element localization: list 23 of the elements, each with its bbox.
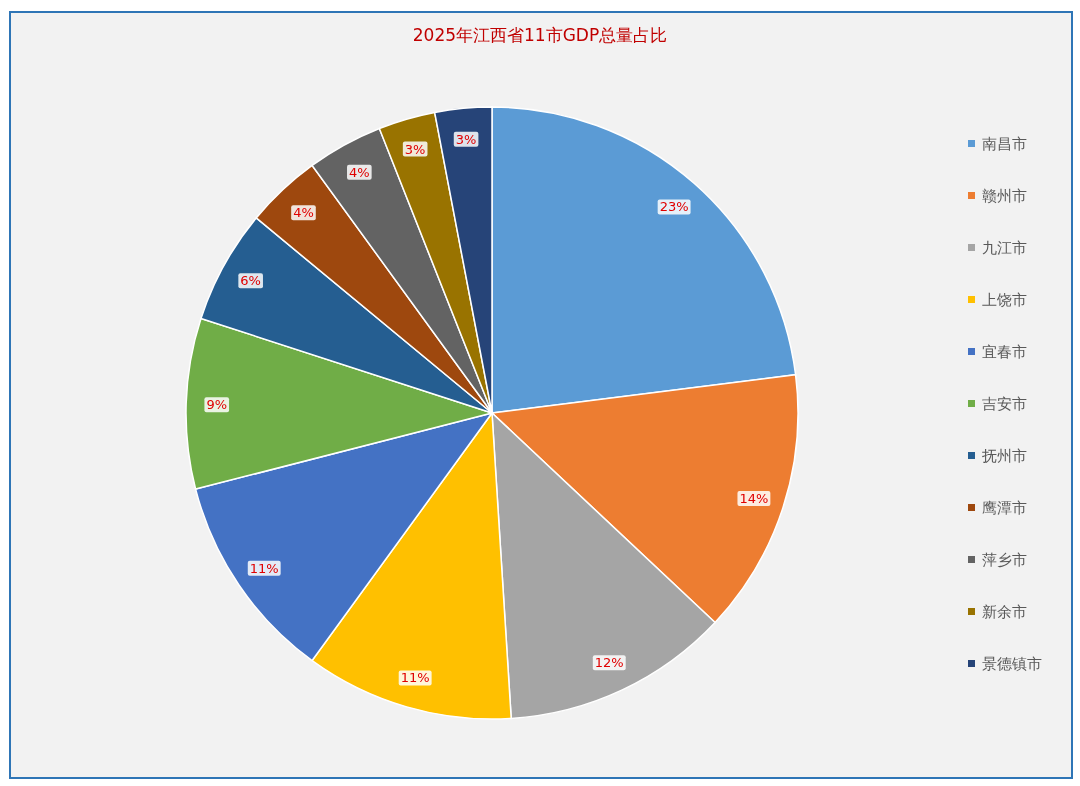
legend-label: 南昌市 bbox=[982, 135, 1027, 153]
data-label: 6% bbox=[240, 273, 261, 289]
data-label: 12% bbox=[594, 655, 624, 671]
data-label: 4% bbox=[293, 205, 314, 221]
legend-label: 九江市 bbox=[982, 239, 1027, 257]
data-label: 3% bbox=[404, 141, 426, 157]
chart-title: 2025年江西省11市GDP总量占比 bbox=[412, 25, 668, 45]
legend-label: 抚州市 bbox=[981, 447, 1027, 465]
data-label: 3% bbox=[455, 131, 477, 147]
data-label: 4% bbox=[349, 164, 370, 180]
legend-label: 宜春市 bbox=[982, 343, 1027, 361]
legend-label: 景德镇市 bbox=[982, 655, 1042, 673]
legend-label: 新余市 bbox=[982, 603, 1027, 621]
legend-label: 上饶市 bbox=[982, 291, 1027, 309]
data-label: 23% bbox=[659, 199, 689, 215]
legend-label: 吉安市 bbox=[982, 395, 1027, 413]
data-label: 11% bbox=[400, 670, 430, 686]
data-label: 14% bbox=[739, 491, 769, 507]
legend-label: 赣州市 bbox=[982, 187, 1027, 205]
legend-label: 萍乡市 bbox=[982, 551, 1027, 569]
legend-label: 鹰潭市 bbox=[982, 499, 1027, 517]
data-label: 11% bbox=[249, 560, 279, 576]
data-label: 9% bbox=[206, 397, 228, 413]
